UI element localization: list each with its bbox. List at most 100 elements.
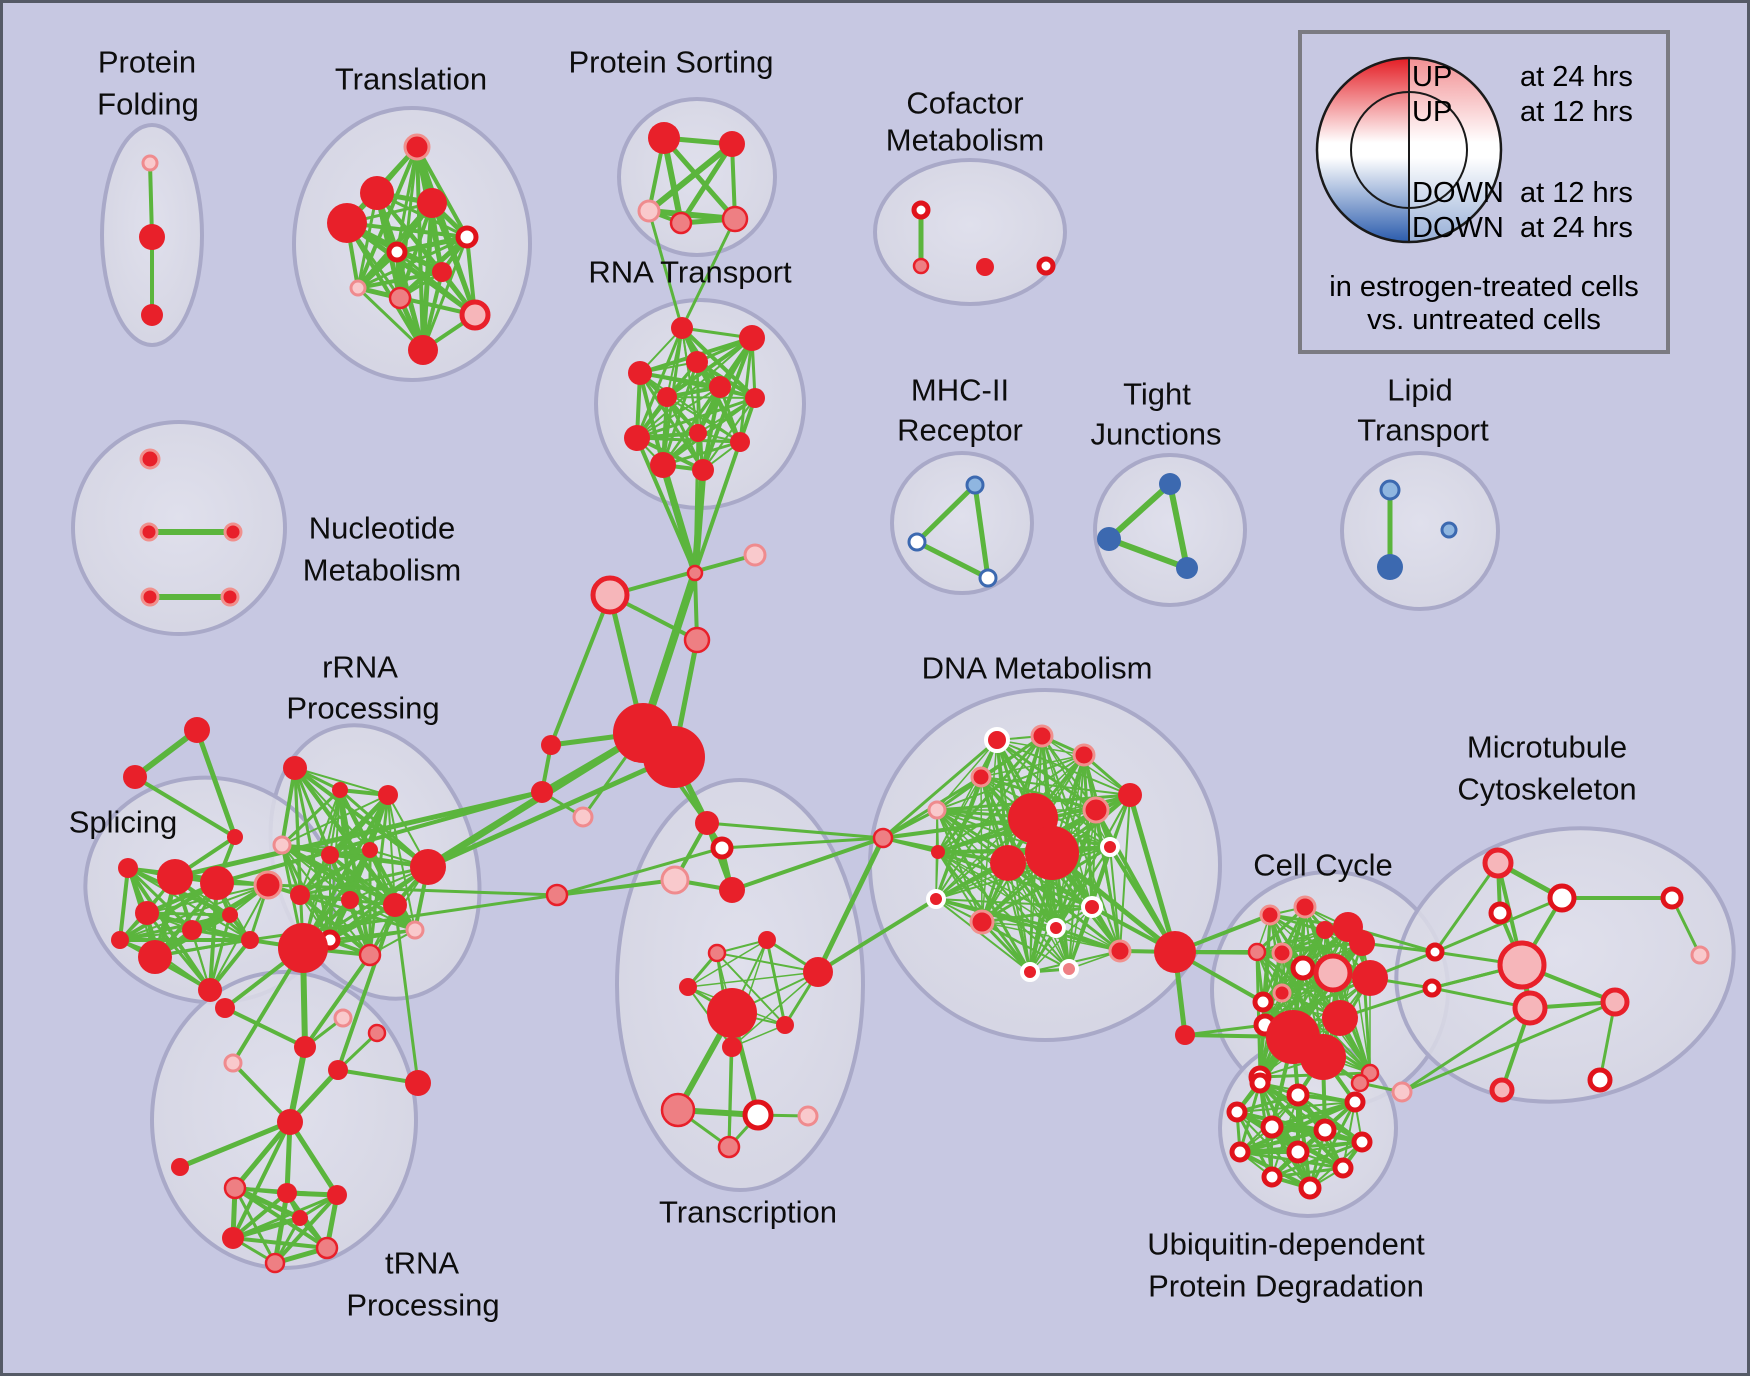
network-node[interactable]: [978, 568, 998, 588]
network-node[interactable]: [1512, 990, 1548, 1026]
network-node[interactable]: [223, 1176, 247, 1200]
network-node[interactable]: [743, 543, 767, 567]
network-node[interactable]: [984, 727, 1010, 753]
network-node[interactable]: [965, 475, 985, 495]
network-node[interactable]: [1489, 1077, 1515, 1103]
network-node[interactable]: [545, 883, 569, 907]
network-node[interactable]: [990, 845, 1026, 881]
network-node[interactable]: [1175, 1025, 1195, 1045]
network-node[interactable]: [660, 1092, 696, 1128]
network-node[interactable]: [1440, 521, 1458, 539]
network-node[interactable]: [432, 262, 452, 282]
network-node[interactable]: [1260, 1115, 1284, 1139]
network-node[interactable]: [410, 849, 446, 885]
network-node[interactable]: [408, 335, 438, 365]
network-node[interactable]: [140, 587, 160, 607]
network-node[interactable]: [1154, 931, 1196, 973]
network-node[interactable]: [157, 859, 193, 895]
network-node[interactable]: [1377, 554, 1403, 580]
network-node[interactable]: [671, 317, 693, 339]
network-node[interactable]: [1587, 1067, 1613, 1093]
network-node[interactable]: [1036, 256, 1056, 276]
network-node[interactable]: [541, 735, 561, 755]
network-node[interactable]: [290, 885, 310, 905]
network-node[interactable]: [872, 827, 894, 849]
network-node[interactable]: [1025, 826, 1079, 880]
network-node[interactable]: [1252, 991, 1274, 1013]
network-node[interactable]: [719, 131, 745, 157]
network-node[interactable]: [1351, 1131, 1373, 1153]
network-node[interactable]: [1286, 1083, 1310, 1107]
network-node[interactable]: [1290, 955, 1316, 981]
network-node[interactable]: [362, 842, 378, 858]
network-node[interactable]: [111, 931, 129, 949]
network-node[interactable]: [911, 200, 931, 220]
network-node[interactable]: [1249, 1072, 1271, 1094]
network-node[interactable]: [200, 866, 234, 900]
network-node[interactable]: [531, 781, 553, 803]
network-node[interactable]: [1097, 527, 1121, 551]
network-node[interactable]: [1226, 1101, 1248, 1123]
network-node[interactable]: [927, 800, 947, 820]
network-node[interactable]: [931, 845, 945, 859]
network-node[interactable]: [970, 766, 992, 788]
network-node[interactable]: [327, 1185, 347, 1205]
network-node[interactable]: [141, 154, 159, 172]
network-node[interactable]: [1422, 978, 1442, 998]
network-node[interactable]: [222, 1227, 244, 1249]
network-node[interactable]: [139, 522, 159, 542]
network-node[interactable]: [1332, 1157, 1354, 1179]
network-node[interactable]: [1379, 479, 1401, 501]
network-node[interactable]: [730, 432, 750, 452]
network-node[interactable]: [455, 225, 479, 249]
network-node[interactable]: [1482, 847, 1514, 879]
network-node[interactable]: [388, 286, 412, 310]
network-node[interactable]: [327, 203, 367, 243]
network-node[interactable]: [1293, 895, 1317, 919]
network-node[interactable]: [277, 1183, 297, 1203]
network-node[interactable]: [1072, 743, 1096, 767]
network-node[interactable]: [118, 858, 138, 878]
network-node[interactable]: [405, 920, 425, 940]
network-node[interactable]: [386, 241, 408, 263]
network-node[interactable]: [679, 978, 697, 996]
network-node[interactable]: [1425, 942, 1445, 962]
network-node[interactable]: [1261, 1166, 1283, 1188]
network-node[interactable]: [223, 522, 243, 542]
network-node[interactable]: [315, 1236, 339, 1260]
network-node[interactable]: [403, 133, 431, 161]
network-node[interactable]: [776, 1016, 794, 1034]
network-node[interactable]: [648, 122, 680, 154]
network-node[interactable]: [1229, 1141, 1251, 1163]
network-node[interactable]: [223, 1053, 243, 1073]
network-node[interactable]: [1298, 1176, 1322, 1200]
network-node[interactable]: [969, 909, 995, 935]
network-node[interactable]: [976, 258, 994, 276]
network-node[interactable]: [367, 1023, 387, 1043]
network-node[interactable]: [683, 626, 711, 654]
network-node[interactable]: [333, 1008, 353, 1028]
network-node[interactable]: [926, 889, 946, 909]
network-node[interactable]: [692, 459, 714, 481]
network-node[interactable]: [660, 865, 690, 895]
network-node[interactable]: [669, 211, 693, 235]
network-node[interactable]: [1349, 930, 1375, 956]
network-node[interactable]: [1082, 796, 1110, 824]
network-node[interactable]: [184, 717, 210, 743]
network-node[interactable]: [328, 1060, 348, 1080]
network-node[interactable]: [717, 1135, 741, 1159]
network-node[interactable]: [139, 448, 161, 470]
network-node[interactable]: [222, 907, 238, 923]
network-node[interactable]: [1600, 987, 1630, 1017]
network-node[interactable]: [739, 325, 765, 351]
network-node[interactable]: [572, 806, 594, 828]
network-node[interactable]: [198, 978, 222, 1002]
network-node[interactable]: [1352, 960, 1388, 996]
network-node[interactable]: [797, 1105, 819, 1127]
network-node[interactable]: [141, 304, 163, 326]
network-node[interactable]: [1176, 557, 1198, 579]
network-node[interactable]: [332, 782, 348, 798]
network-node[interactable]: [1108, 939, 1132, 963]
network-node[interactable]: [349, 279, 367, 297]
network-node[interactable]: [689, 424, 707, 442]
